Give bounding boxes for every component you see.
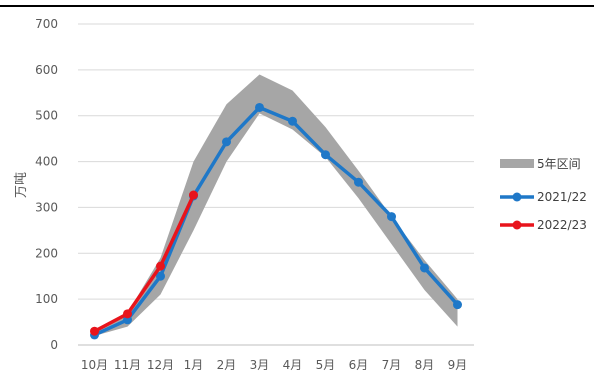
series-point-0 (354, 177, 363, 187)
series-point-0 (222, 137, 231, 147)
x-tick-label: 4月 (283, 358, 303, 372)
x-tick-label: 12月 (147, 358, 174, 372)
x-tick-label: 1月 (184, 358, 204, 372)
series-point-1 (90, 326, 99, 336)
x-tick-label: 5月 (316, 358, 336, 372)
x-tick-label: 6月 (349, 358, 369, 372)
y-tick-labels: 0 100 200 300 400 500 600 700 (35, 17, 58, 352)
y-tick-label: 600 (35, 63, 58, 77)
series-line-0 (92, 105, 460, 337)
y-axis-label: 万吨 (14, 172, 29, 198)
x-tick-label: 8月 (415, 358, 435, 372)
series-point-0 (255, 102, 264, 112)
y-tick-label: 100 (35, 292, 58, 306)
series-point-0 (387, 212, 396, 222)
y-tick-label: 200 (35, 246, 58, 260)
series-point-0 (288, 116, 297, 126)
y-tick-label: 0 (50, 338, 58, 352)
y-tick-label: 500 (35, 109, 58, 123)
x-tick-label: 10月 (81, 358, 108, 372)
x-tick-label: 3月 (250, 358, 270, 372)
legend-label-1: 2022/23 (537, 218, 587, 232)
legend-swatch-band (500, 159, 534, 168)
series-point-0 (321, 150, 330, 160)
x-tick-label: 2月 (217, 358, 237, 372)
x-tick-label: 7月 (382, 358, 402, 372)
series-point-1 (123, 309, 132, 319)
x-tick-label: 9月 (448, 358, 468, 372)
legend-swatch-marker-0 (512, 192, 522, 202)
series-line-1 (92, 193, 196, 333)
series-point-1 (189, 190, 198, 200)
x-tick-labels: 10月 11月 12月 1月 2月 3月 4月 5月 6月 7月 8月 9月 (81, 358, 467, 372)
series-point-0 (420, 263, 429, 273)
legend-label-0: 2021/22 (537, 190, 587, 204)
series-point-0 (156, 271, 165, 281)
legend: 5年区间 2021/22 2022/23 (500, 157, 587, 232)
plot-area (90, 74, 462, 340)
series-point-0 (453, 300, 462, 310)
legend-swatch-marker-1 (512, 220, 522, 230)
y-tick-label: 700 (35, 17, 58, 31)
y-tick-label: 400 (35, 155, 58, 169)
legend-label-band: 5年区间 (537, 157, 581, 171)
series-point-1 (156, 261, 165, 271)
x-tick-label: 11月 (114, 358, 141, 372)
y-tick-label: 300 (35, 200, 58, 214)
